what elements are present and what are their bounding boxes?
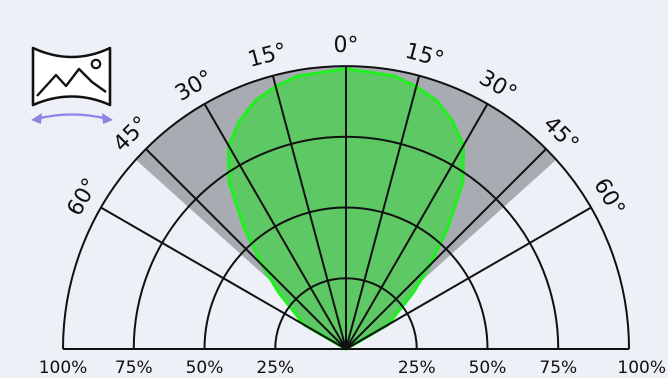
polar-grid <box>62 65 630 350</box>
radial-line <box>100 206 347 350</box>
percent-label-left: 75% <box>115 358 153 378</box>
angle-label: 15° <box>402 39 446 73</box>
percent-label-left: 50% <box>186 358 224 378</box>
percent-labels: 100% 75% 50% 25% 25% 50% 75% 100% <box>39 358 666 378</box>
radial-line <box>345 148 547 350</box>
radial-line <box>271 75 347 350</box>
angle-label: 0° <box>334 33 359 58</box>
percent-label-right: 25% <box>398 358 436 378</box>
curved-panorama-screen-icon <box>31 46 113 124</box>
radial-line <box>345 75 421 350</box>
radial-line <box>203 103 347 350</box>
percent-label-left: 100% <box>39 358 88 378</box>
percent-label-left: 25% <box>256 358 294 378</box>
radial-line <box>345 103 489 350</box>
radial-line <box>345 206 592 350</box>
radial-line <box>145 148 347 350</box>
percent-label-right: 75% <box>539 358 577 378</box>
percent-label-right: 100% <box>617 358 666 378</box>
percent-label-right: 50% <box>469 358 507 378</box>
angle-label: 15° <box>245 39 289 73</box>
